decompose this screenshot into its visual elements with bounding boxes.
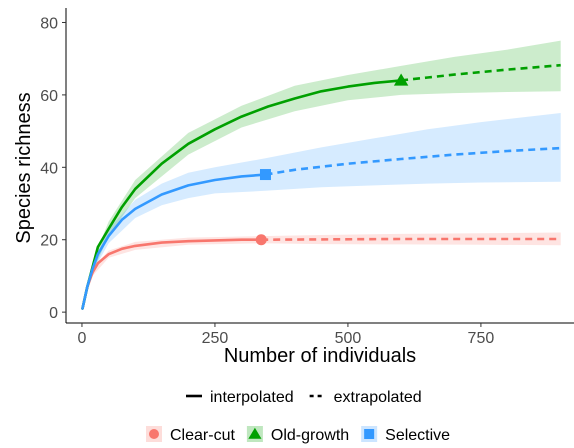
interpolated-line-old-growth bbox=[81, 79, 403, 310]
series-lines bbox=[81, 63, 561, 310]
legend-marker-clear-cut bbox=[149, 429, 159, 439]
interpolated-line-selective bbox=[81, 173, 267, 310]
x-tick-label-250: 250 bbox=[202, 330, 229, 347]
legend-label-clear-cut: Clear-cut bbox=[170, 427, 235, 444]
series-legend: Clear-cut Old-growth Selective bbox=[146, 426, 450, 444]
linetype-label-extrapolated: extrapolated bbox=[334, 389, 422, 406]
legend-label-old-growth: Old-growth bbox=[271, 427, 349, 444]
ci-band-selective bbox=[82, 113, 561, 309]
y-tick-label-80: 80 bbox=[40, 15, 58, 32]
legend-marker-old-growth bbox=[248, 427, 262, 439]
legend-marker-selective bbox=[364, 429, 375, 439]
linetype-legend: interpolated extrapolated bbox=[186, 389, 422, 406]
ci-band-clear-cut bbox=[82, 232, 561, 309]
observed-point-selective bbox=[259, 169, 271, 181]
x-tick-label-500: 500 bbox=[335, 330, 362, 347]
observed-point-clear-cut bbox=[255, 234, 267, 246]
extrapolated-line-clear-cut bbox=[261, 237, 561, 241]
extrapolated-line-old-growth bbox=[400, 63, 561, 82]
y-axis-title: Species richness bbox=[13, 92, 35, 243]
axes: 0 250 500 750 0 20 40 60 80 bbox=[40, 8, 574, 347]
observed-markers bbox=[255, 73, 409, 246]
x-axis-title: Number of individuals bbox=[224, 345, 416, 367]
interpolated-line-clear-cut bbox=[81, 238, 263, 310]
x-tick-label-750: 750 bbox=[468, 330, 495, 347]
linetype-label-interpolated: interpolated bbox=[210, 389, 294, 406]
y-tick-label-0: 0 bbox=[49, 305, 58, 322]
y-tick-label-20: 20 bbox=[40, 233, 58, 250]
ci-band-old-growth bbox=[82, 40, 561, 309]
y-tick-label-60: 60 bbox=[40, 88, 58, 105]
x-tick-label-0: 0 bbox=[78, 330, 87, 347]
legend-label-selective: Selective bbox=[385, 427, 450, 444]
y-tick-label-40: 40 bbox=[40, 160, 58, 177]
extrapolated-line-selective bbox=[265, 146, 561, 176]
observed-point-old-growth bbox=[393, 73, 409, 86]
confidence-bands bbox=[82, 40, 561, 309]
